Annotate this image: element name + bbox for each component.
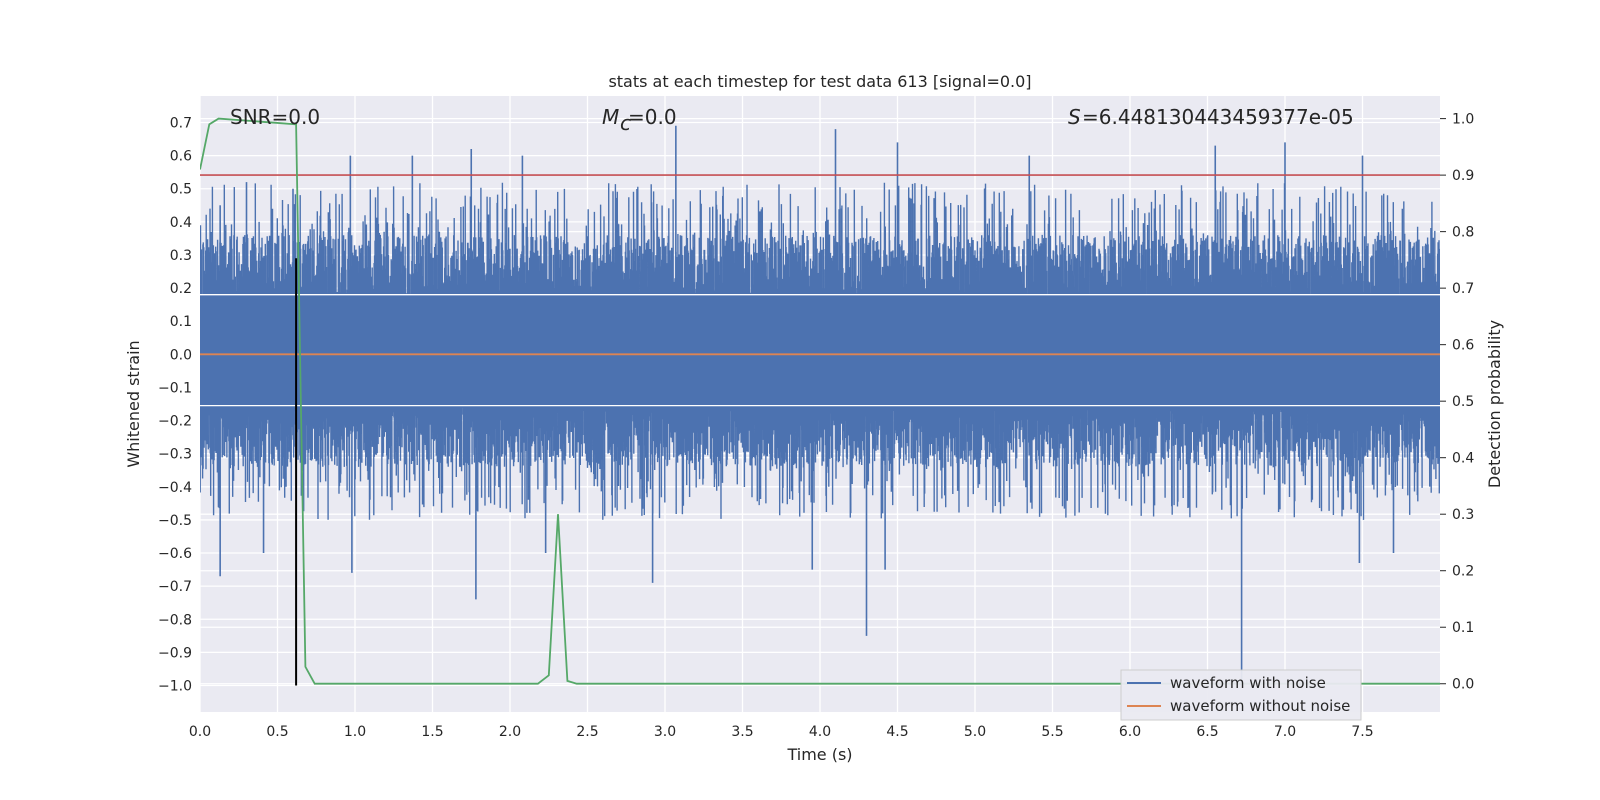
- y2-tick-label: 0.5: [1452, 394, 1474, 410]
- x-tick-label: 2.0: [499, 724, 521, 740]
- y2-tick-label: 0.0: [1452, 677, 1474, 693]
- y-tick-label: 0.6: [170, 149, 192, 165]
- x-tick-label: 4.0: [809, 724, 831, 740]
- data-layer: [200, 117, 1440, 686]
- y-tick-label: −0.8: [158, 612, 192, 628]
- x-tick-label: 7.5: [1351, 724, 1373, 740]
- x-tick-label: 3.0: [654, 724, 676, 740]
- y2-tick-label: 0.2: [1452, 564, 1474, 580]
- y-tick-label: 0.1: [170, 314, 192, 330]
- y-tick-label: 0.5: [170, 182, 192, 198]
- legend-label-noise: waveform with noise: [1170, 674, 1326, 692]
- x-tick-label: 7.0: [1274, 724, 1296, 740]
- x-tick-label: 1.0: [344, 724, 366, 740]
- y-tick-label: 0.3: [170, 248, 192, 264]
- y2-tick-label: 0.9: [1452, 168, 1474, 184]
- s-value: =6.448130443459377e-05: [1082, 105, 1354, 129]
- y-tick-label: −0.7: [158, 579, 192, 595]
- y-tick-label: −0.9: [158, 645, 192, 661]
- y2-tick-label: 0.6: [1452, 338, 1474, 354]
- y2-tick-label: 1.0: [1452, 112, 1474, 128]
- y-tick-label: −0.6: [158, 546, 192, 562]
- y-tick-label: −0.4: [158, 480, 192, 496]
- x-tick-label: 2.5: [576, 724, 598, 740]
- x-tick-label: 0.5: [266, 724, 288, 740]
- y-tick-label: −0.1: [158, 380, 192, 396]
- svg-text:c: c: [620, 111, 631, 135]
- y-axis-label: Whitened strain: [124, 340, 143, 467]
- snr-annotation: SNR=0.0: [230, 105, 320, 129]
- legend: waveform with noise waveform without noi…: [1120, 669, 1362, 721]
- y-tick-label: 0.7: [170, 115, 192, 131]
- x-tick-label: 3.5: [731, 724, 753, 740]
- x-tick-label: 1.5: [421, 724, 443, 740]
- y2-tick-label: 0.8: [1452, 225, 1474, 241]
- x-tick-label: 4.5: [886, 724, 908, 740]
- svg-text:S: S: [1068, 105, 1081, 129]
- y-tick-label: 0.4: [170, 215, 192, 231]
- y2-tick-label: 0.1: [1452, 620, 1474, 636]
- y-tick-label: −0.5: [158, 513, 192, 529]
- y-tick-label: −1.0: [158, 679, 192, 695]
- axes: 0.0 0.5 1.0 1.5 2.0 2.5 3.0 3.5 4.0 4.5 5.0 5.5 6.0 6…: [158, 112, 1474, 740]
- y2-tick-label: 0.4: [1452, 451, 1474, 467]
- x-tick-label: 6.5: [1196, 724, 1218, 740]
- x-tick-label: 0.0: [189, 724, 211, 740]
- detection-probability-line: [200, 117, 1440, 685]
- mc-value: =0.0: [628, 105, 677, 129]
- legend-label-clean: waveform without noise: [1170, 697, 1350, 715]
- legend-box: [1120, 669, 1362, 721]
- y2-axis-label: Detection probability: [1485, 320, 1504, 488]
- chart-title: stats at each timestep for test data 613…: [608, 72, 1031, 91]
- y2-tick-label: 0.7: [1452, 281, 1474, 297]
- y-tick-label: −0.3: [158, 447, 192, 463]
- noise-core-band: [200, 294, 1440, 406]
- mc-annotation: M c =0.0: [602, 105, 677, 135]
- x-tick-label: 6.0: [1119, 724, 1141, 740]
- svg-text:M: M: [602, 105, 619, 129]
- y2-tick-label: 0.3: [1452, 507, 1474, 523]
- x-tick-label: 5.5: [1041, 724, 1063, 740]
- x-axis-label: Time (s): [786, 745, 852, 764]
- y-tick-label: −0.2: [158, 414, 192, 430]
- y-tick-label: 0.2: [170, 281, 192, 297]
- y-tick-label: 0.0: [170, 347, 192, 363]
- s-annotation: S =6.448130443459377e-05: [1068, 105, 1354, 129]
- x-tick-label: 5.0: [964, 724, 986, 740]
